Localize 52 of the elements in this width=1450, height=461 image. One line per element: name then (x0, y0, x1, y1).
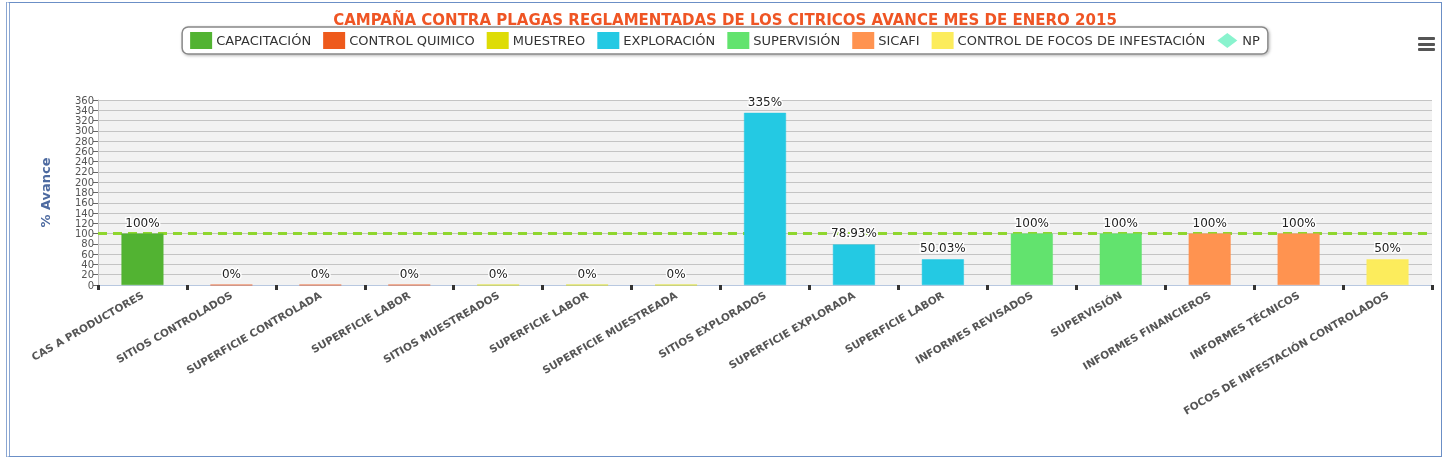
y-axis-title: % Avance (38, 157, 53, 228)
legend-label: EXPLORACIÓN (623, 33, 716, 48)
bar (1010, 233, 1053, 285)
y-tick-label: 60 (81, 248, 94, 260)
y-tick-label: 320 (74, 115, 94, 127)
legend-label: SICAFI (878, 33, 920, 48)
data-label: 100% (1281, 215, 1316, 230)
y-tick-label: 240 (74, 156, 94, 168)
y-tick-label: 300 (74, 125, 94, 137)
y-tick-label: 200 (74, 176, 94, 188)
bar (744, 112, 786, 285)
data-label: 0% (221, 266, 241, 281)
y-tick-label: 360 (74, 94, 94, 106)
y-tick-label: 80 (81, 238, 94, 250)
bar (1277, 233, 1320, 285)
y-tick-label: 100 (74, 228, 94, 240)
bar (921, 259, 964, 285)
data-label: 0% (488, 266, 508, 281)
bar (1188, 233, 1231, 285)
chart-title: CAMPAÑA CONTRA PLAGAS REGLAMENTADAS DE LOS CITRICOS AVANCE MES DE ENERO 2015 (333, 9, 1117, 29)
data-label: 50% (1374, 241, 1401, 256)
y-tick-label: 160 (74, 197, 94, 209)
legend-label: CAPACITACIÓN (216, 33, 312, 48)
data-label: 0% (399, 266, 419, 281)
y-tick-label: 260 (74, 145, 94, 157)
y-tick-label: 120 (74, 217, 94, 229)
legend-label: NP (1242, 33, 1261, 48)
data-label: 0% (577, 266, 597, 281)
data-label: 50.03% (919, 241, 966, 256)
data-label: 335% (747, 94, 783, 109)
y-tick-label: 180 (74, 187, 94, 198)
legend-label: CONTROL QUIMICO (349, 33, 475, 48)
y-tick-label: 280 (74, 135, 94, 147)
y-tick-label: 20 (81, 269, 94, 281)
legend-label: MUESTREO (512, 33, 586, 48)
bar (832, 244, 875, 285)
legend-label: CONTROL DE FOCOS DE INFESTACIÓN (957, 33, 1206, 48)
bar (1099, 233, 1142, 285)
y-tick-label: 0 (87, 279, 94, 291)
y-tick-label: 140 (74, 207, 94, 219)
data-label: 0% (310, 266, 330, 281)
legend-label: SUPERVISIÓN (753, 33, 841, 48)
data-label: 100% (1014, 215, 1049, 230)
data-label: 0% (666, 266, 686, 281)
bar (121, 233, 164, 285)
y-tick-label: 220 (74, 166, 94, 178)
data-label: 100% (1192, 215, 1227, 230)
y-tick-label: 340 (74, 104, 94, 116)
data-label: 100% (125, 215, 160, 230)
data-label: 100% (1103, 215, 1138, 230)
bar (1366, 259, 1409, 285)
y-tick-label: 40 (81, 258, 94, 270)
